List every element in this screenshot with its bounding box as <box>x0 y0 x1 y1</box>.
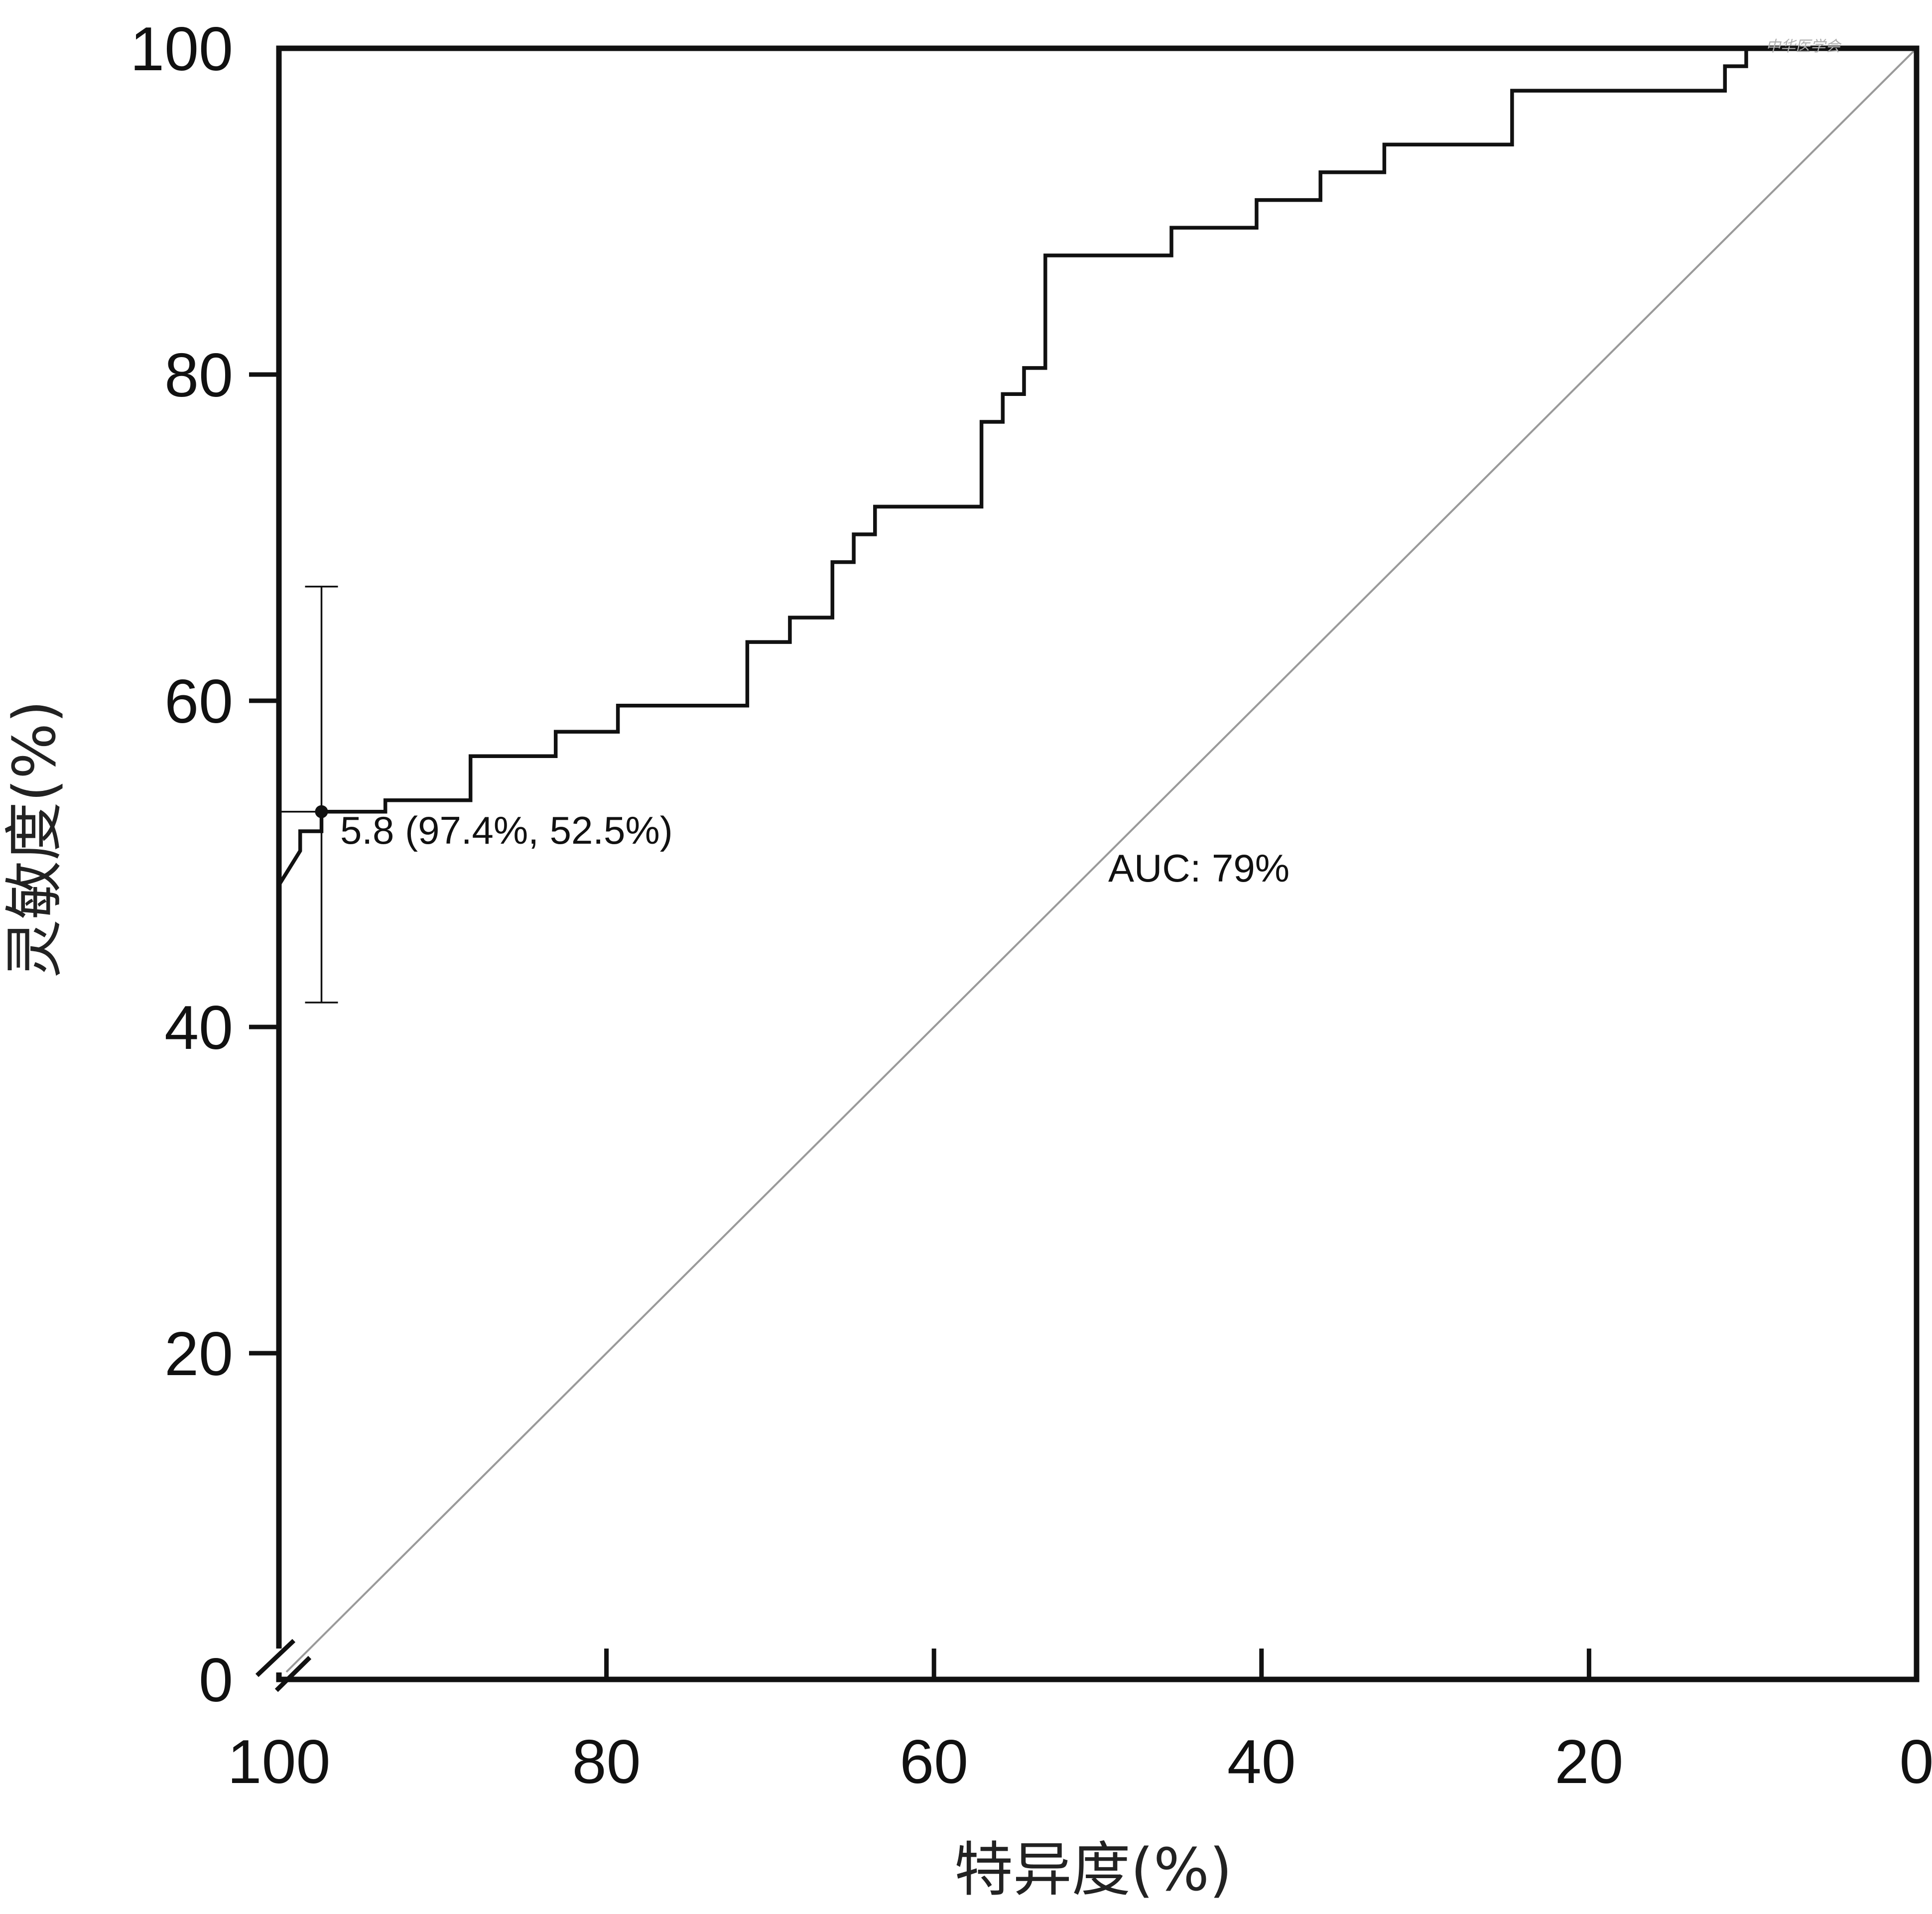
x-tick-label: 40 <box>1227 1728 1296 1796</box>
y-tick-label: 20 <box>164 1320 233 1389</box>
axis-break-mark <box>255 1639 296 1677</box>
watermark: 中华医学会 <box>1766 38 1842 55</box>
y-tick-label: 60 <box>164 667 233 736</box>
x-tick-label: 60 <box>900 1728 968 1796</box>
plot-frame <box>276 45 1920 1682</box>
auc-label: AUC: 79% <box>1108 846 1289 890</box>
y-axis-title: 灵敏度(%) <box>0 700 69 978</box>
x-tick-label: 100 <box>228 1728 331 1796</box>
reference-line <box>285 47 1918 1673</box>
x-axis-title: 特异度(%) <box>954 1835 1232 1904</box>
x-tick-label: 20 <box>1554 1728 1623 1796</box>
y-tick-label: 0 <box>199 1646 233 1715</box>
cutoff-point <box>315 805 328 818</box>
y-tick-label: 40 <box>164 994 233 1062</box>
roc-curve <box>277 46 1917 887</box>
x-tick-label: 0 <box>1900 1728 1932 1796</box>
y-tick-label: 80 <box>164 341 233 410</box>
axis-break-mark <box>274 1656 312 1692</box>
x-tick-label: 80 <box>572 1728 641 1796</box>
y-tick-label: 100 <box>130 15 233 84</box>
cutoff-label: 5.8 (97.4%, 52.5%) <box>340 808 673 852</box>
